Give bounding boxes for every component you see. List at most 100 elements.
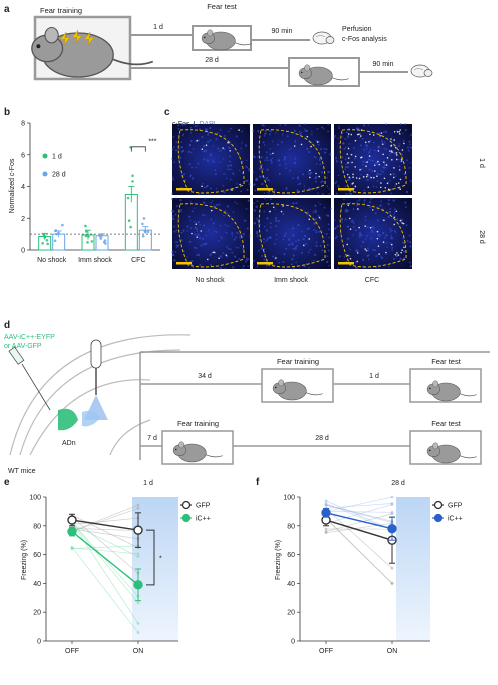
chart-b-ytick-label: 4	[21, 184, 25, 191]
label-1d: 1 d	[153, 24, 163, 31]
chart-b-point	[143, 230, 147, 233]
chartF-ytick-label: 100	[283, 495, 295, 502]
chart-b-point	[103, 239, 107, 242]
panel-label-a: a	[4, 4, 10, 15]
chartF-legend-label: GFP	[448, 503, 463, 510]
chartF-individual-point	[324, 499, 328, 503]
chart-b-point	[84, 230, 88, 233]
panel-c-micrographs: c-Fos I DAPI 1 d 28 d No shock Imm shock…	[170, 121, 485, 284]
panel-label-f: f	[256, 477, 260, 488]
chartF-ytick-label: 20	[287, 610, 295, 617]
chart-f: Freezing (%) 28 d 0 20 40 60 80 100 OFF ON GFP iC…	[275, 480, 463, 655]
chart-b-ylabel: Normalized c-Fos	[9, 158, 16, 213]
chart-b-point	[54, 229, 58, 232]
panel-label-d: d	[4, 320, 10, 331]
chart-b-point	[146, 230, 150, 234]
chart-b-point	[86, 241, 89, 244]
chartE-individual-line	[71, 522, 139, 624]
virus-label-1: AAV-iC++-EYFP	[4, 334, 55, 341]
chartE-individual-line	[71, 528, 139, 531]
fear-test-label: Fear test	[207, 2, 238, 11]
chart-b-ytick-label: 6	[21, 152, 25, 159]
chart-b-point	[53, 239, 57, 243]
chartF-individual-line	[325, 500, 393, 530]
label-d-1d: 1 d	[369, 373, 379, 380]
col-label-no-shock: No shock	[195, 277, 225, 284]
chart-b-bar	[124, 193, 138, 251]
chartF-legend-marker	[433, 513, 443, 523]
chartE-sig-bracket	[146, 529, 155, 586]
chartE-mean-point	[67, 526, 77, 537]
cfos-analysis-label: c-Fos analysis	[342, 36, 387, 43]
wt-mice-label: WT mice	[8, 468, 36, 475]
chart-b-point	[42, 233, 46, 237]
chartF-individual-line	[325, 496, 393, 512]
panel-label-e: e	[4, 477, 10, 488]
micrograph-image	[170, 197, 251, 270]
chartE-ytick-label: 40	[33, 581, 41, 588]
chartE-individual-line	[71, 504, 139, 532]
panel-label-c: c	[164, 107, 170, 118]
chartF-mean-line	[325, 519, 393, 541]
chart-b-category-label: Imm shock	[78, 257, 112, 264]
chart-b-point	[126, 196, 130, 200]
chartE-significance: *	[159, 555, 162, 562]
label-7d: 7 d	[147, 435, 157, 442]
chartE-legend-label: iC++	[196, 516, 211, 523]
chart-b-legend-marker	[42, 171, 48, 177]
chartF-individual-point	[324, 527, 328, 531]
chartE-mean-point	[133, 525, 143, 535]
fear-test-label-d-top: Fear test	[431, 357, 462, 366]
row-label-1d: 1 d	[478, 158, 485, 168]
adn-label: ADn	[62, 440, 76, 447]
chart-b-point	[129, 225, 132, 229]
label-28d: 28 d	[205, 57, 219, 64]
chart-b-point	[55, 232, 58, 236]
chartE-individual-line	[71, 528, 139, 540]
chartF-on-shade	[396, 497, 430, 641]
chartE-individual-point	[136, 503, 140, 507]
micrograph-image	[333, 197, 412, 270]
micrograph-image	[171, 123, 251, 195]
chart-b-point	[99, 237, 103, 240]
chartF-individual-point	[390, 581, 394, 585]
label-34d: 34 d	[198, 373, 212, 380]
perfusion-label: Perfusion	[342, 26, 372, 33]
chart-b-point	[131, 180, 134, 183]
chartE-individual-point	[136, 631, 140, 634]
chartE-individual-point	[136, 552, 140, 556]
chart-b: Normalized c-Fos 0 2 4 6 8 No shock Imm shock C…	[9, 121, 160, 264]
col-label-cfc: CFC	[365, 277, 379, 284]
chart-b-point	[87, 235, 90, 238]
chartF-individual-line	[325, 508, 393, 569]
chartF-individual-point	[390, 495, 394, 499]
chart-b-point	[127, 219, 131, 223]
chartE-legend-marker	[181, 500, 191, 510]
chartE-xtick-label: ON	[133, 648, 144, 655]
chartE-individual-point	[136, 506, 140, 510]
chart-b-point	[57, 231, 60, 235]
shock-bolts-icon	[59, 29, 95, 46]
chartE-individual-line	[71, 547, 139, 633]
chartF-ytick-label: 60	[287, 552, 295, 559]
chartF-ytick-label: 0	[291, 639, 295, 646]
chartE-legend-label: GFP	[196, 503, 211, 510]
label-90min-bottom: 90 min	[372, 61, 393, 68]
fear-training-label: Fear training	[40, 6, 82, 15]
chartE-individual-line	[71, 522, 139, 603]
chartE-individual-point	[136, 555, 140, 558]
chartE-individual-point	[136, 621, 140, 625]
fear-training-label-d-bottom: Fear training	[177, 419, 219, 428]
chartE-individual-line	[71, 514, 139, 549]
chart-b-ytick-label: 8	[21, 121, 25, 128]
chartF-individual-point	[324, 502, 328, 505]
chartE-individual-point	[136, 601, 140, 605]
chartE-ytick-label: 0	[37, 639, 41, 646]
adn-region	[58, 408, 100, 431]
chartE-mean-point	[133, 580, 143, 590]
chart-b-category-label: No shock	[37, 257, 67, 264]
chartE-individual-line	[71, 507, 139, 532]
chart-b-point	[45, 238, 49, 242]
chartE-individual-point	[70, 547, 74, 551]
